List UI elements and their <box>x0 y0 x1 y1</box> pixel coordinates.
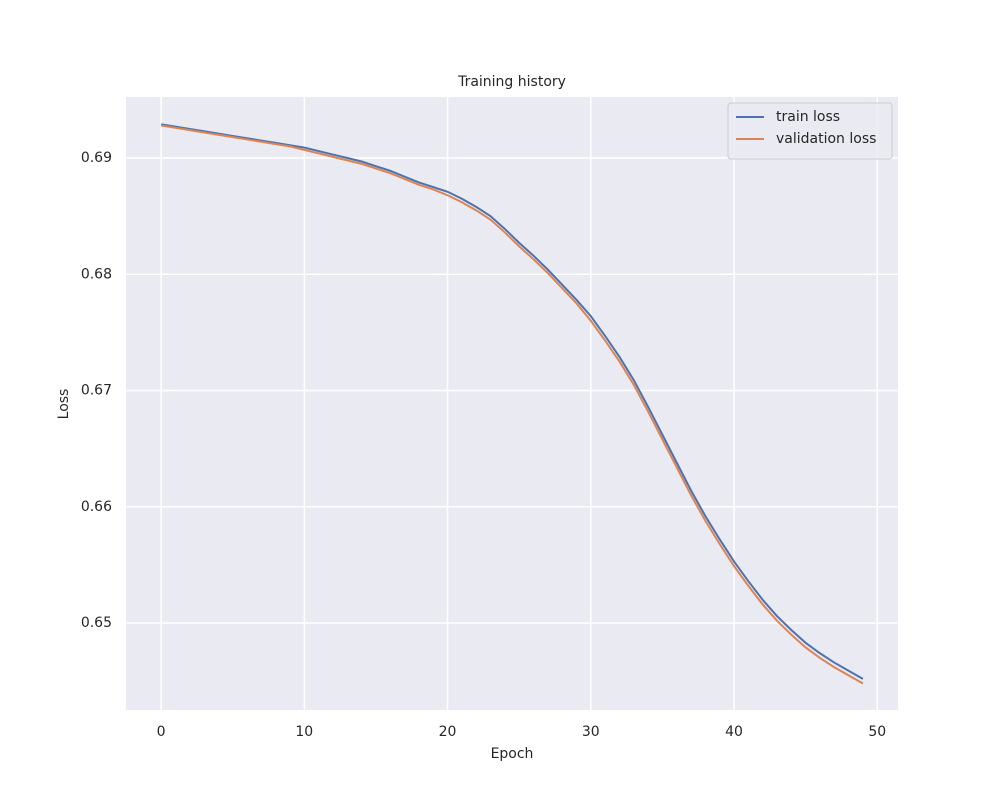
y-tick-label: 0.67 <box>81 383 112 399</box>
y-tick-label: 0.65 <box>81 615 112 631</box>
legend-label: train loss <box>776 109 840 125</box>
line <box>160 123 864 680</box>
chart-title: Training history <box>457 74 566 90</box>
x-tick-label: 0 <box>157 724 166 740</box>
legend-label: validation loss <box>776 131 876 147</box>
x-axis-label: Epoch <box>491 746 534 762</box>
x-tick-label: 40 <box>725 724 743 740</box>
y-tick-label: 0.66 <box>81 499 112 515</box>
plot-area <box>126 97 898 710</box>
y-tick-label: 0.69 <box>81 150 112 166</box>
x-tick-label: 50 <box>868 724 886 740</box>
legend-box <box>727 102 893 160</box>
x-tick-label: 30 <box>582 724 600 740</box>
y-axis-label: Loss <box>56 389 72 420</box>
y-tick-label: 0.68 <box>81 266 112 282</box>
x-tick-label: 10 <box>295 724 313 740</box>
line <box>160 124 864 685</box>
x-tick-label: 20 <box>439 724 457 740</box>
